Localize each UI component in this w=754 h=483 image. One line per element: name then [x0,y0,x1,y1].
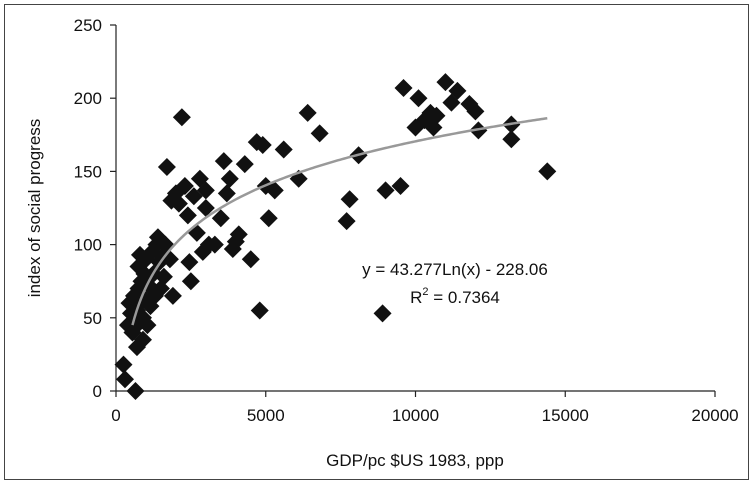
data-point-diamond [274,140,293,159]
data-point-diamond [217,184,236,203]
data-point-diamond [250,301,269,320]
data-point-diamond [181,272,200,291]
y-axis-title: index of social progress [25,119,44,298]
r-squared-superscript: 2 [422,286,428,298]
data-point-diamond [220,169,239,188]
data-point-diamond [376,181,395,200]
data-point-diamond [538,162,557,181]
data-point-diamond [265,181,284,200]
data-point-diamond [409,89,428,108]
data-point-diamond [502,130,521,149]
y-tick-label: 50 [83,309,102,328]
data-point-diamond [241,250,260,269]
data-point-diamond [259,209,278,228]
data-point-diamond [466,102,485,121]
data-point-diamond [205,235,224,254]
x-tick-label: 0 [111,406,120,425]
trendline-equation: y = 43.277Ln(x) - 228.06 [362,260,548,279]
chart-frame [4,4,749,480]
x-axis-title: GDP/pc $US 1983, ppp [326,451,504,470]
data-point-diamond [310,124,329,143]
y-tick-label: 250 [74,16,102,35]
data-point-diamond [114,355,133,374]
ticks [110,24,716,397]
data-point-diamond [229,225,248,244]
r-squared-value: = 0.7364 [429,288,500,307]
x-tick-label: 5000 [247,406,285,425]
data-point-diamond [175,177,194,196]
data-point-diamond [126,382,145,400]
data-point-diamond [373,304,392,323]
y-tick-label: 150 [74,162,102,181]
data-point-diamond [196,199,215,217]
data-point-diamond [163,286,182,305]
y-tick-label: 100 [74,236,102,255]
data-point-diamond [337,212,356,231]
data-point-diamond [235,155,254,174]
r-squared-prefix: R [410,288,422,307]
data-point-diamond [172,108,191,127]
data-point-diamond [154,267,173,286]
data-points [114,73,557,400]
data-point-diamond [427,106,446,125]
data-point-diamond [196,181,215,200]
r-squared-label: R2 = 0.7364 [410,286,500,307]
data-point-diamond [169,194,188,213]
y-tick-label: 200 [74,89,102,108]
data-point-diamond [211,209,230,228]
data-point-diamond [180,253,199,272]
data-point-diamond [138,316,157,335]
data-point-diamond [115,370,134,389]
data-point-diamond [298,103,317,122]
data-point-diamond [214,152,233,171]
data-point-diamond [340,190,359,209]
data-point-diamond [436,73,455,92]
tick-labels: 0 5000 10000 15000 20000 0 50 100 150 200 250 [74,16,739,425]
x-tick-label: 15000 [542,406,589,425]
x-tick-label: 20000 [691,406,738,425]
data-point-diamond [253,136,272,155]
data-point-diamond [133,330,152,349]
data-point-diamond [394,78,413,97]
data-point-diamond [391,177,410,196]
y-tick-label: 0 [93,382,102,401]
data-point-diamond [178,206,197,225]
data-point-diamond [448,81,467,100]
x-tick-label: 10000 [392,406,439,425]
log-trendline [131,116,548,326]
data-point-diamond [157,158,176,177]
